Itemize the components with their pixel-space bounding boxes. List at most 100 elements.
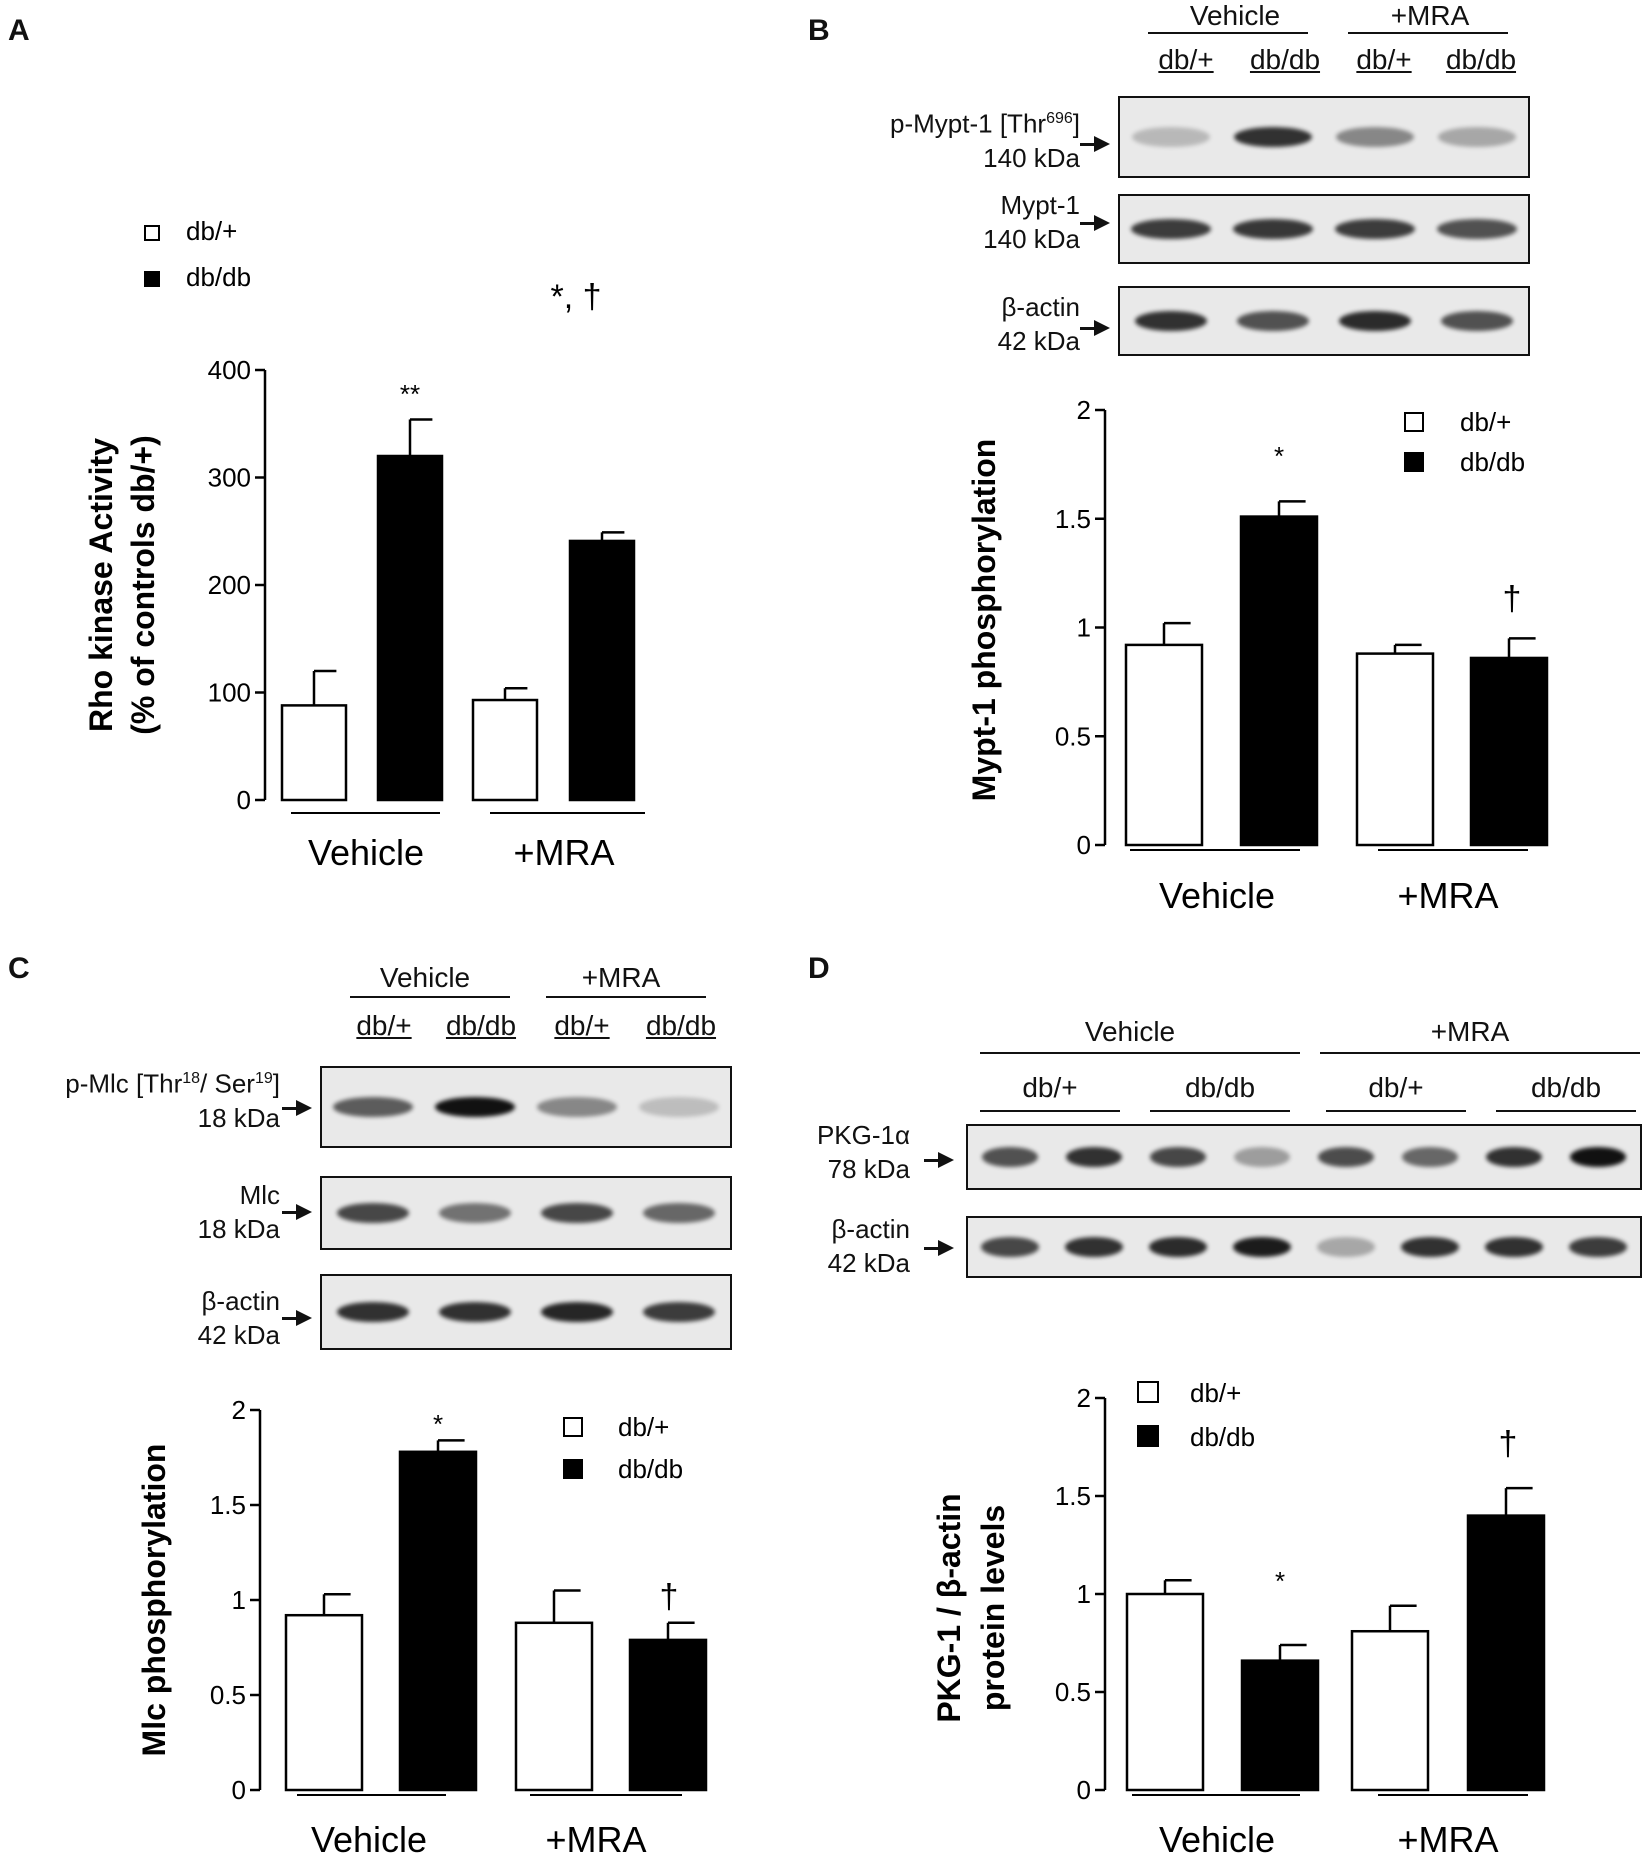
blot-label-p-mypt-name: p-Mypt-1 [Thr [890,108,1047,139]
lane-label-c-1: db/+ [356,1010,412,1041]
chart-c-bar-1 [284,1613,364,1792]
blot-label-p-mlc: p-Mlc [Thr18/ Ser19] 18 kDa [0,1062,280,1135]
chart-c-legend-label-2: db/db [618,1454,683,1484]
chart-b-ytick-label-0: 0 [1077,830,1091,860]
blot-c-mlc-band-4 [643,1203,715,1223]
blot-label-p-mlc-close: ] [272,1068,280,1099]
blot-d-pkg-band-5 [1318,1147,1374,1167]
blot-c-actin-band-1 [337,1302,409,1322]
chart-d-bar-2 [1240,1659,1320,1792]
header-mra-b: +MRA [1390,0,1470,31]
header-line-vehicle-d [980,1052,1300,1054]
chart-b-ylabel: Mypt-1 phosphorylation [966,439,1002,802]
chart-c-bar-3 [514,1621,594,1792]
chart-c-legend-label-1: db/+ [618,1412,669,1442]
chart-b-legend-swatch-1 [1404,412,1424,432]
blot-c-actin-band-4 [643,1302,715,1322]
blot-label-actin-d-kda: 42 kDa [827,1248,910,1278]
chart-c-ytick-label-0: 0 [232,1775,246,1805]
lane-label-d-2: db/db [1184,1072,1256,1103]
chart-b-bar-4 [1469,656,1549,847]
blot-label-actin-d: β-actin 42 kDa [760,1212,910,1280]
blot-label-p-mlc-name-b: / Ser [200,1068,255,1099]
chart-c-legend-swatch-1 [563,1417,583,1437]
blot-b-mypt [1118,194,1530,264]
blot-b-actin-band-3 [1339,311,1411,331]
chart-a-legend-label-2: db/db [186,262,251,292]
chart-c-ytick-label-3: 1.5 [210,1490,246,1520]
header-mra-d: +MRA [1430,1016,1510,1047]
blot-d-actin-band-3 [1149,1237,1207,1257]
blot-c-mlc-band-2 [439,1203,511,1223]
chart-a-legend-swatch-1 [144,225,160,241]
panel-letter-a: A [8,14,30,47]
chart-a-legend-swatch-2 [144,271,160,287]
chart-b-bar-1 [1124,643,1204,847]
blot-label-p-mypt-sup: 696 [1046,110,1073,127]
blot-label-p-mlc-kda: 18 kDa [197,1102,280,1133]
lane-label-c-3: db/+ [554,1010,610,1041]
chart-b-ytick-label-1: 0.5 [1055,721,1091,751]
header-vehicle-b: Vehicle [1189,0,1281,31]
blot-label-actin-b: β-actin 42 kDa [820,290,1080,358]
lane-label-d-1: db/+ [1022,1072,1078,1103]
blot-label-p-mypt-close: ] [1072,108,1080,139]
blot-d-actin-band-5 [1317,1237,1375,1257]
blot-label-mypt-kda: 140 kDa [983,224,1080,254]
blot-b-p-mypt-band-1 [1132,127,1210,147]
chart-c-annotation-1: * [433,1409,443,1439]
blot-d-pkg-band-8 [1570,1147,1626,1167]
blot-label-actin-b-kda: 42 kDa [997,326,1080,356]
blot-label-pkg-kda: 78 kDa [827,1154,910,1184]
blot-b-actin-band-4 [1441,311,1513,331]
chart-c-bar-2 [398,1450,478,1792]
chart-a-ytick-label-2: 200 [208,570,251,600]
blot-b-mypt-band-1 [1131,219,1211,239]
chart-d-category-1: Vehicle [1159,1819,1275,1857]
lane-label-c-2: db/db [445,1010,517,1041]
chart-c-ytick-label-1: 0.5 [210,1680,246,1710]
blot-d-pkg-band-2 [1066,1147,1122,1167]
chart-d-bar-4 [1466,1514,1546,1792]
panel-letter-d: D [808,952,830,985]
chart-c-ytick-label-4: 2 [232,1395,246,1425]
blot-d-actin-band-2 [1065,1237,1123,1257]
chart-a-category-1: Vehicle [308,832,424,873]
chart-b-legend-swatch-2 [1404,452,1424,472]
chart-a-ytick-label-1: 100 [208,678,251,708]
blot-b-mypt-band-2 [1233,219,1313,239]
chart-c-bar-4 [628,1638,708,1792]
header-vehicle-d: Vehicle [1084,1016,1176,1047]
chart-a-category-2: +MRA [513,832,614,873]
chart-d-bar-3 [1350,1629,1430,1792]
lane-label-b-4: db/db [1445,44,1517,75]
arrow-c-2 [282,1204,312,1220]
blot-label-p-mlc-sup-b: 19 [254,1070,273,1087]
blot-d-pkg-band-3 [1150,1147,1206,1167]
chart-a-annotation-1: ** [400,379,420,409]
chart-d-legend-swatch-2 [1137,1425,1159,1447]
chart-b-annotation-1: * [1274,441,1284,471]
chart-a-bar-1 [280,704,348,802]
blot-label-p-mypt: p-Mypt-1 [Thr696] 140 kDa [820,102,1080,175]
blot-c-p-mlc-band-2 [435,1097,515,1117]
chart-c-legend-swatch-2 [563,1459,583,1479]
blot-label-actin-c-kda: 42 kDa [197,1320,280,1350]
blot-d-actin-band-4 [1233,1237,1291,1257]
blot-b-mypt-band-4 [1437,219,1517,239]
arrow-c-1 [282,1100,312,1116]
chart-d-legend-label-1: db/+ [1190,1378,1241,1408]
blot-label-actin-b-name: β-actin [1001,292,1080,322]
arrow-b-2 [1080,215,1110,231]
blot-b-actin [1118,286,1530,356]
blot-label-pkg: PKG-1α 78 kDa [760,1118,910,1186]
chart-d-annotation-1: * [1275,1566,1285,1596]
chart-b-category-2: +MRA [1397,875,1498,916]
blot-label-p-mlc-name-a: p-Mlc [Thr [65,1068,183,1099]
lane-label-d-4: db/db [1530,1072,1602,1103]
arrow-b-1 [1080,136,1110,152]
blot-b-actin-band-1 [1135,311,1207,331]
lane-label-b-3: db/+ [1356,44,1412,75]
chart-a-bar-3 [471,698,539,802]
blot-b-mypt-band-3 [1335,219,1415,239]
